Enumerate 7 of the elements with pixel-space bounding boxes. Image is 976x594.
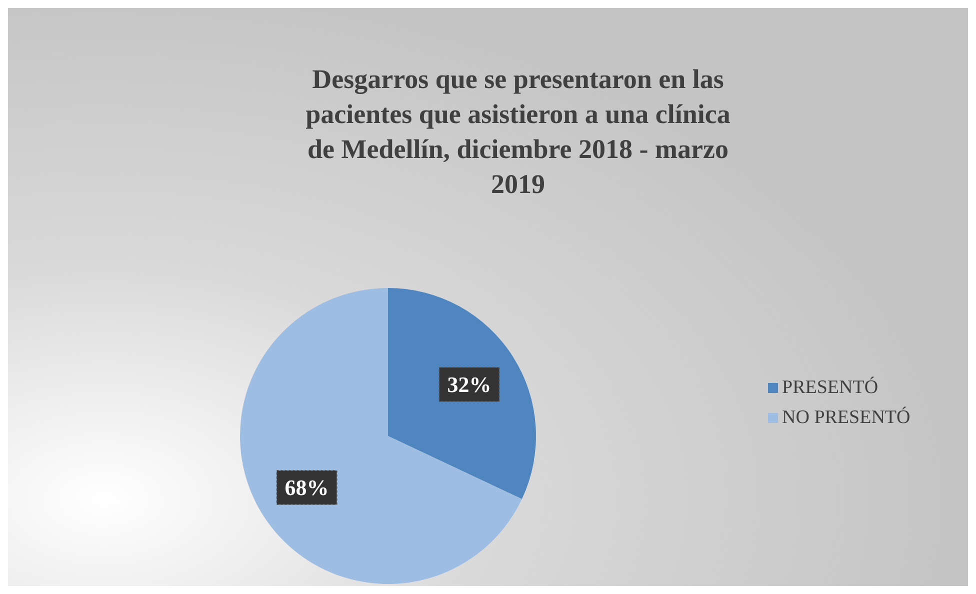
legend-label: NO PRESENTÓ	[782, 406, 910, 428]
pie-slice	[240, 288, 522, 584]
legend-label: PRESENTÓ	[782, 376, 878, 398]
data-label: 68%	[284, 475, 329, 500]
pie-slice	[388, 288, 536, 500]
chart-title: Desgarros que se presentaron en las pacientes que asistieron a una clínica de Medellín, diciembre 2018 - marzo 2019	[306, 64, 731, 199]
data-label: 32%	[447, 372, 492, 398]
